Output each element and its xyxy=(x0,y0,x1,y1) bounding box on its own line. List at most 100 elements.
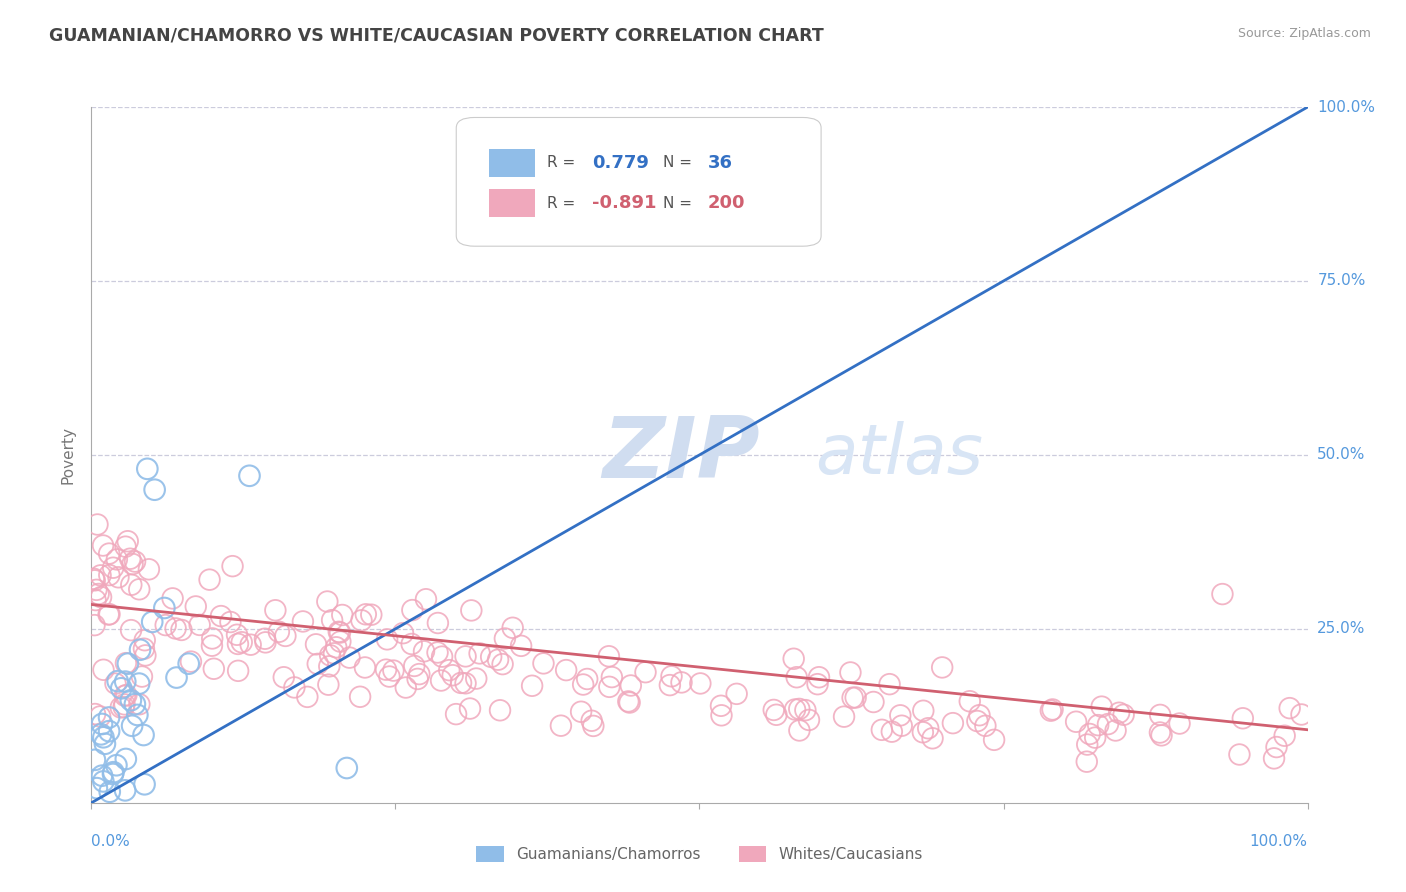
Point xyxy=(1078,727,1101,741)
Point xyxy=(465,672,488,686)
Point xyxy=(319,648,342,663)
Point xyxy=(117,657,139,671)
Point xyxy=(91,717,114,731)
Point xyxy=(794,703,817,717)
Point xyxy=(782,652,804,666)
Point xyxy=(202,662,225,676)
Point xyxy=(454,676,477,690)
Point xyxy=(401,637,423,651)
Point xyxy=(93,663,115,677)
Text: GUAMANIAN/CHAMORRO VS WHITE/CAUCASIAN POVERTY CORRELATION CHART: GUAMANIAN/CHAMORRO VS WHITE/CAUCASIAN PO… xyxy=(49,27,824,45)
Point xyxy=(114,698,136,712)
Point xyxy=(184,599,207,614)
Point xyxy=(349,690,371,704)
Point xyxy=(1274,729,1296,743)
Point xyxy=(97,607,120,622)
Point xyxy=(105,552,128,566)
Point xyxy=(83,753,105,767)
Point xyxy=(128,676,150,690)
Point xyxy=(124,697,146,711)
Point xyxy=(598,649,620,664)
Point xyxy=(170,623,193,637)
Text: 75.0%: 75.0% xyxy=(1317,274,1365,288)
Point xyxy=(862,695,884,709)
Point xyxy=(765,707,787,722)
Point xyxy=(870,723,893,737)
Point xyxy=(974,719,997,733)
Point xyxy=(404,659,426,673)
Point xyxy=(1042,702,1064,716)
Point xyxy=(209,609,232,624)
Point xyxy=(198,573,221,587)
Point xyxy=(83,572,105,586)
Point xyxy=(129,642,152,657)
Point xyxy=(382,664,405,678)
Point xyxy=(354,660,377,674)
Point xyxy=(166,671,188,685)
Point xyxy=(91,774,114,789)
Point xyxy=(91,539,114,553)
Point xyxy=(450,676,472,690)
Text: N =: N = xyxy=(664,155,697,170)
Point xyxy=(105,758,128,772)
Point xyxy=(430,673,453,688)
Text: Source: ZipAtlas.com: Source: ZipAtlas.com xyxy=(1237,27,1371,40)
Point xyxy=(120,623,142,637)
Point xyxy=(87,587,110,601)
Point xyxy=(132,641,155,656)
Point xyxy=(114,783,136,797)
Point xyxy=(291,615,314,629)
Point xyxy=(274,629,297,643)
Point xyxy=(360,607,382,622)
Point xyxy=(845,690,868,705)
Point xyxy=(1229,747,1251,762)
Point xyxy=(323,646,346,660)
Point xyxy=(426,645,449,659)
Text: R =: R = xyxy=(547,155,581,170)
Point xyxy=(305,637,328,651)
Point xyxy=(572,677,595,691)
Point xyxy=(378,669,401,683)
Point xyxy=(880,724,903,739)
Y-axis label: Poverty: Poverty xyxy=(60,425,76,484)
Point xyxy=(1091,699,1114,714)
Point xyxy=(598,680,620,694)
Point xyxy=(408,667,430,681)
Point xyxy=(1104,723,1126,738)
Point xyxy=(441,668,464,682)
Point xyxy=(841,690,863,705)
Point xyxy=(115,688,138,702)
Point xyxy=(153,601,176,615)
Point xyxy=(1168,716,1191,731)
Point xyxy=(112,700,135,714)
Text: -0.891: -0.891 xyxy=(592,194,657,212)
Point xyxy=(132,728,155,742)
Point xyxy=(392,626,415,640)
Text: ZIP: ZIP xyxy=(602,413,759,497)
Text: R =: R = xyxy=(547,195,581,211)
Point xyxy=(1039,704,1062,718)
Point xyxy=(808,670,831,684)
Point xyxy=(321,613,343,627)
Point xyxy=(143,483,166,497)
Point xyxy=(219,615,242,629)
Point xyxy=(339,650,361,665)
Point xyxy=(1265,740,1288,755)
Point xyxy=(86,517,108,532)
Point xyxy=(328,624,350,639)
Point xyxy=(128,698,150,712)
Point xyxy=(273,670,295,684)
Point xyxy=(221,559,243,574)
Point xyxy=(136,462,159,476)
Point xyxy=(141,615,163,629)
Point xyxy=(98,785,121,799)
Point xyxy=(1064,714,1087,729)
Point xyxy=(134,648,156,663)
Point xyxy=(134,633,156,648)
Text: 50.0%: 50.0% xyxy=(1317,448,1365,462)
Point xyxy=(254,635,277,649)
Point xyxy=(264,603,287,617)
Point xyxy=(120,578,142,592)
Point xyxy=(1278,701,1301,715)
Point xyxy=(316,594,339,608)
